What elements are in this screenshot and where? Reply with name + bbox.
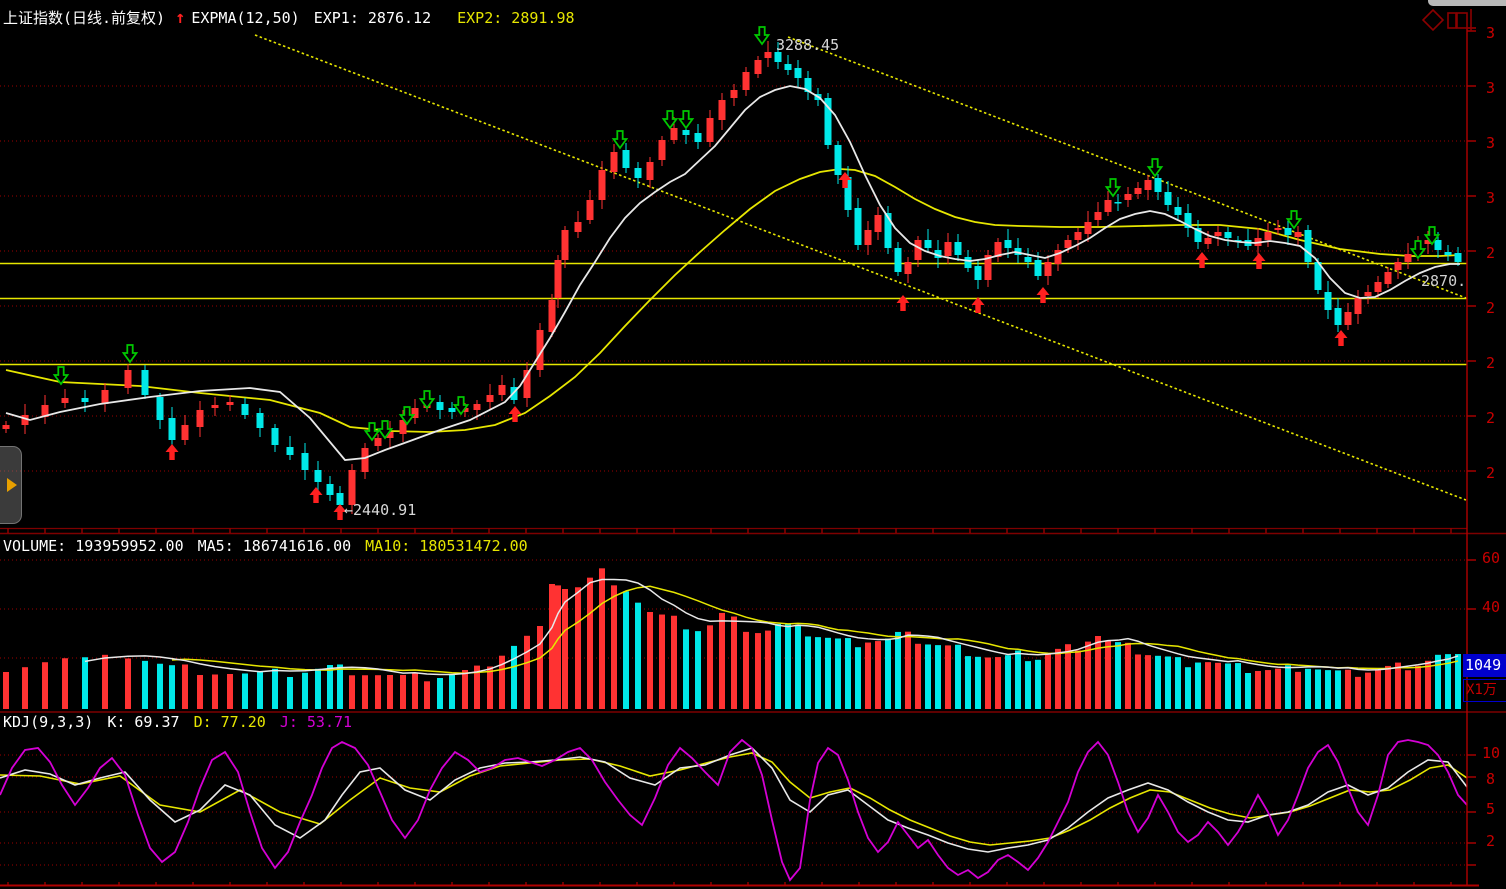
buy-signal-arrow: [508, 406, 522, 422]
sell-signal-arrow: [398, 406, 416, 426]
sell-signal-arrow: [376, 420, 394, 440]
sell-signal-arrow: [452, 396, 470, 416]
volume-axis-label: 60: [1482, 549, 1501, 567]
price-axis-label: 3: [1486, 134, 1496, 152]
current-volume-badge: 1049: [1463, 654, 1506, 677]
buy-signal-arrow: [896, 295, 910, 311]
volume-axis-label: 40: [1482, 598, 1501, 616]
buy-signal-arrow: [165, 444, 179, 460]
kdj-k-value: K: 69.37: [107, 713, 180, 731]
peak-price-annotation: 3288.45: [776, 36, 840, 54]
sell-signal-arrow: [753, 26, 771, 46]
volume-unit-label: X1万: [1463, 679, 1506, 702]
sell-signal-arrow: [1104, 178, 1122, 198]
expand-triangle-icon: [7, 478, 17, 492]
sell-signal-arrow: [611, 130, 629, 150]
window-pane-icon[interactable]: [1447, 12, 1457, 29]
price-axis-label: 3: [1486, 24, 1496, 42]
main-header: 上证指数(日线.前复权) ↑ EXPMA(12,50) EXP1: 2876.1…: [3, 7, 575, 28]
sell-signal-arrow: [677, 110, 695, 130]
kdj-axis-label: 2: [1486, 832, 1496, 850]
kdj-name[interactable]: KDJ(9,3,3): [3, 713, 94, 731]
price-axis-label: 2: [1486, 464, 1496, 482]
exp1-value: EXP1: 2876.12: [313, 8, 432, 27]
buy-signal-arrow: [1252, 253, 1266, 269]
sell-signal-arrow: [1409, 240, 1427, 260]
price-axis-label: 3: [1486, 79, 1496, 97]
diamond-icon[interactable]: [1421, 8, 1445, 32]
sell-signal-arrow: [121, 344, 139, 364]
kdj-axis-label: 8: [1486, 770, 1496, 788]
price-axis-label: 2: [1486, 409, 1496, 427]
sell-signal-arrow: [1285, 210, 1303, 230]
indicator-name[interactable]: EXPMA(12,50): [191, 8, 300, 27]
vol-ma5-value: MA5: 186741616.00: [197, 537, 352, 555]
vol-ma10-value: MA10: 180531472.00: [365, 537, 528, 555]
low-price-annotation: ←2440.91: [344, 501, 417, 519]
kdj-header: KDJ(9,3,3) K: 69.37 D: 77.20 J: 53.71: [3, 713, 352, 731]
volume-header: VOLUME: 193959952.00 MA5: 186741616.00 M…: [3, 537, 528, 555]
sell-signal-arrow: [1423, 226, 1441, 246]
price-axis-label: 2: [1486, 354, 1496, 372]
exp2-value: EXP2: 2891.98: [457, 8, 575, 27]
buy-signal-arrow: [1036, 287, 1050, 303]
kdj-j-value: J: 53.71: [279, 713, 353, 731]
sell-signal-arrow: [418, 390, 436, 410]
sell-signal-arrow: [363, 422, 381, 442]
buy-signal-arrow: [333, 504, 347, 520]
sell-signal-arrow: [1146, 158, 1164, 178]
kdj-axis-label: 5: [1486, 800, 1496, 818]
last-price-annotation: 2870.: [1421, 272, 1467, 290]
instrument-title: 上证指数(日线.前复权): [3, 9, 166, 27]
buy-signal-arrow: [971, 297, 985, 313]
up-arrow-icon: ↑: [175, 7, 186, 28]
kdj-d-value: D: 77.20: [193, 713, 266, 731]
sell-signal-arrow: [52, 366, 70, 386]
window-pane-icon-2[interactable]: [1456, 12, 1468, 29]
buy-signal-arrow: [1334, 330, 1348, 346]
price-axis-label: 2: [1486, 244, 1496, 262]
corner-icons[interactable]: [1420, 8, 1480, 34]
buy-signal-arrow: [838, 172, 852, 188]
side-panel-expander[interactable]: [0, 446, 22, 524]
sell-signal-arrow: [661, 110, 679, 130]
kdj-axis-label: 10: [1482, 744, 1501, 762]
price-axis-label: 2: [1486, 299, 1496, 317]
buy-signal-arrow: [309, 487, 323, 503]
price-axis-label: 3: [1486, 189, 1496, 207]
buy-signal-arrow: [1195, 252, 1209, 268]
volume-value[interactable]: VOLUME: 193959952.00: [3, 537, 184, 555]
titlebar-sliver: [1428, 0, 1506, 6]
